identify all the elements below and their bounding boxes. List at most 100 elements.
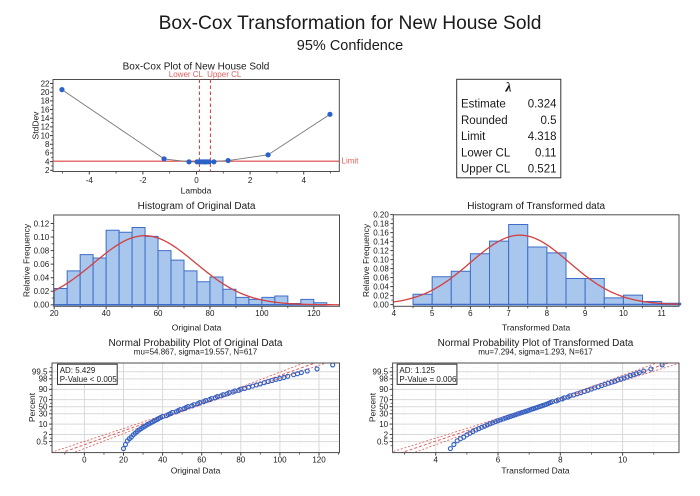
svg-text:0.04: 0.04 <box>373 282 389 291</box>
svg-text:Limit: Limit <box>461 131 486 143</box>
svg-text:0.00: 0.00 <box>373 300 389 309</box>
svg-text:2: 2 <box>43 430 48 439</box>
svg-text:2: 2 <box>45 166 50 175</box>
svg-text:98: 98 <box>379 375 388 384</box>
svg-text:AD: 5.429: AD: 5.429 <box>60 366 96 375</box>
svg-text:Upper CL: Upper CL <box>207 70 242 79</box>
svg-text:0.02: 0.02 <box>373 291 389 300</box>
svg-text:0.12: 0.12 <box>373 246 389 255</box>
svg-text:50: 50 <box>379 403 388 412</box>
svg-text:18: 18 <box>41 97 50 106</box>
svg-text:-2: -2 <box>139 176 147 185</box>
svg-text:10: 10 <box>618 456 627 465</box>
svg-text:0.10: 0.10 <box>34 233 50 242</box>
svg-text:0.5: 0.5 <box>541 115 557 127</box>
svg-text:0.16: 0.16 <box>373 228 389 237</box>
svg-text:Lambda: Lambda <box>181 186 212 196</box>
svg-text:-4: -4 <box>86 176 94 185</box>
svg-text:Transformed Data: Transformed Data <box>501 466 569 476</box>
svg-text:10: 10 <box>41 131 50 140</box>
svg-text:120: 120 <box>312 456 326 465</box>
svg-text:10: 10 <box>39 420 48 429</box>
svg-text:Relative Frequency: Relative Frequency <box>22 223 32 297</box>
svg-text:4: 4 <box>45 157 50 166</box>
svg-text:0.11: 0.11 <box>535 147 557 159</box>
svg-text:90: 90 <box>379 385 388 394</box>
svg-text:20: 20 <box>119 456 128 465</box>
svg-text:Normal Probability Plot of Ori: Normal Probability Plot of Original Data <box>109 338 283 349</box>
svg-text:30: 30 <box>379 410 388 419</box>
svg-text:40: 40 <box>102 309 111 318</box>
svg-text:12: 12 <box>41 123 50 132</box>
svg-text:90: 90 <box>39 385 48 394</box>
svg-text:99.5: 99.5 <box>32 368 48 377</box>
svg-text:0.08: 0.08 <box>373 264 389 273</box>
svg-text:70: 70 <box>39 395 48 404</box>
svg-text:40: 40 <box>158 456 167 465</box>
svg-text:98: 98 <box>39 375 48 384</box>
svg-text:100: 100 <box>255 309 269 318</box>
svg-text:80: 80 <box>236 456 245 465</box>
svg-text:0.00: 0.00 <box>34 301 50 310</box>
svg-text:0.04: 0.04 <box>34 274 50 283</box>
svg-text:0: 0 <box>194 176 199 185</box>
svg-text:80: 80 <box>206 309 215 318</box>
svg-text:Upper CL: Upper CL <box>461 164 511 176</box>
svg-text:10: 10 <box>619 309 628 318</box>
svg-text:P-Value = 0.006: P-Value = 0.006 <box>399 375 457 384</box>
svg-text:λ: λ <box>504 81 511 96</box>
svg-text:0.08: 0.08 <box>34 246 50 255</box>
svg-text:Normal Probability Plot of Tra: Normal Probability Plot of Transformed D… <box>438 338 634 349</box>
svg-text:Histogram of Original Data: Histogram of Original Data <box>138 201 256 212</box>
svg-text:0: 0 <box>82 456 87 465</box>
svg-text:0.324: 0.324 <box>528 99 557 111</box>
svg-text:Original Data: Original Data <box>171 466 221 476</box>
svg-text:100: 100 <box>273 456 287 465</box>
svg-text:8: 8 <box>45 140 50 149</box>
svg-text:4.318: 4.318 <box>528 131 557 143</box>
svg-text:50: 50 <box>39 403 48 412</box>
svg-text:14: 14 <box>41 114 50 123</box>
svg-text:9: 9 <box>583 309 588 318</box>
svg-text:10: 10 <box>379 420 388 429</box>
svg-text:99.5: 99.5 <box>373 368 389 377</box>
svg-text:0.14: 0.14 <box>373 237 389 246</box>
svg-text:0.12: 0.12 <box>34 219 50 228</box>
svg-text:0.02: 0.02 <box>34 287 50 296</box>
svg-text:0.10: 0.10 <box>373 255 389 264</box>
svg-text:60: 60 <box>154 309 163 318</box>
svg-text:2: 2 <box>384 430 389 439</box>
svg-text:20: 20 <box>50 309 59 318</box>
svg-text:0.5: 0.5 <box>36 437 48 446</box>
svg-text:mu=54.867, sigma=19.557, N=617: mu=54.867, sigma=19.557, N=617 <box>134 348 258 357</box>
svg-text:6: 6 <box>45 149 50 158</box>
svg-text:0.18: 0.18 <box>373 219 389 228</box>
svg-text:4: 4 <box>301 176 306 185</box>
svg-text:0.06: 0.06 <box>34 260 50 269</box>
svg-text:120: 120 <box>307 309 321 318</box>
svg-text:Transformed Data: Transformed Data <box>502 323 570 333</box>
svg-text:0.06: 0.06 <box>373 273 389 282</box>
svg-text:4: 4 <box>433 456 438 465</box>
svg-text:mu=7.294, sigma=1.293, N=617: mu=7.294, sigma=1.293, N=617 <box>478 348 593 357</box>
svg-text:Histogram of Transformed data: Histogram of Transformed data <box>467 201 605 212</box>
svg-text:0.5: 0.5 <box>377 437 389 446</box>
svg-text:6: 6 <box>468 309 473 318</box>
svg-text:Estimate: Estimate <box>461 99 506 111</box>
svg-text:16: 16 <box>41 105 50 114</box>
svg-text:0.521: 0.521 <box>528 164 557 176</box>
svg-text:0.20: 0.20 <box>373 210 389 219</box>
svg-text:Lower CL: Lower CL <box>169 70 204 79</box>
svg-text:20: 20 <box>41 88 50 97</box>
svg-text:6: 6 <box>496 456 501 465</box>
svg-text:Original Data: Original Data <box>172 323 222 333</box>
svg-text:30: 30 <box>39 410 48 419</box>
svg-text:70: 70 <box>379 395 388 404</box>
svg-text:Lower CL: Lower CL <box>461 147 511 159</box>
svg-text:4: 4 <box>392 309 397 318</box>
svg-text:P-Value < 0.005: P-Value < 0.005 <box>60 375 118 384</box>
svg-text:Percent: Percent <box>368 392 378 422</box>
svg-text:Box-Cox Plot of New House Sold: Box-Cox Plot of New House Sold <box>123 62 270 73</box>
svg-text:95% Confidence: 95% Confidence <box>297 38 403 54</box>
svg-text:AD: 1.125: AD: 1.125 <box>399 366 435 375</box>
